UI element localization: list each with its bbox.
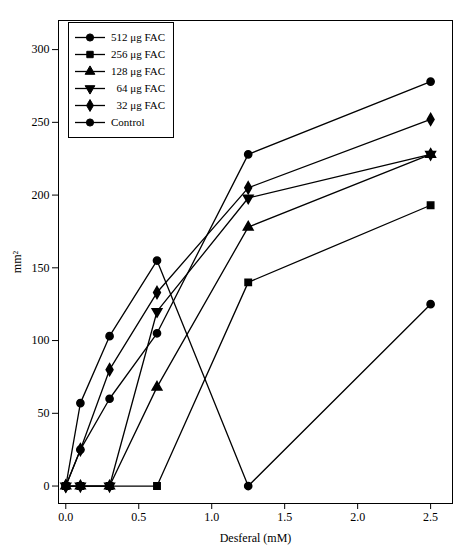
svg-text:100: 100 <box>32 333 50 347</box>
svg-text:0.0: 0.0 <box>58 510 73 524</box>
svg-text:50: 50 <box>38 406 50 420</box>
svg-text:0.5: 0.5 <box>131 510 146 524</box>
svg-text:64 μg FAC: 64 μg FAC <box>111 82 165 94</box>
svg-text:250: 250 <box>32 115 50 129</box>
svg-text:0: 0 <box>44 479 50 493</box>
svg-text:150: 150 <box>32 261 50 275</box>
svg-text:128 μg FAC: 128 μg FAC <box>111 65 165 77</box>
svg-text:1.0: 1.0 <box>204 510 219 524</box>
svg-text:2.0: 2.0 <box>350 510 365 524</box>
svg-text:32 μg FAC: 32 μg FAC <box>111 99 165 111</box>
svg-text:200: 200 <box>32 188 50 202</box>
svg-text:Desferal (mM): Desferal (mM) <box>220 531 292 545</box>
svg-text:300: 300 <box>32 42 50 56</box>
svg-text:mm²: mm² <box>10 250 24 273</box>
svg-text:2.5: 2.5 <box>423 510 438 524</box>
svg-text:256 μg FAC: 256 μg FAC <box>111 48 165 60</box>
svg-text:Control: Control <box>111 116 145 128</box>
svg-text:1.5: 1.5 <box>277 510 292 524</box>
svg-text:512 μg FAC: 512 μg FAC <box>111 31 165 43</box>
